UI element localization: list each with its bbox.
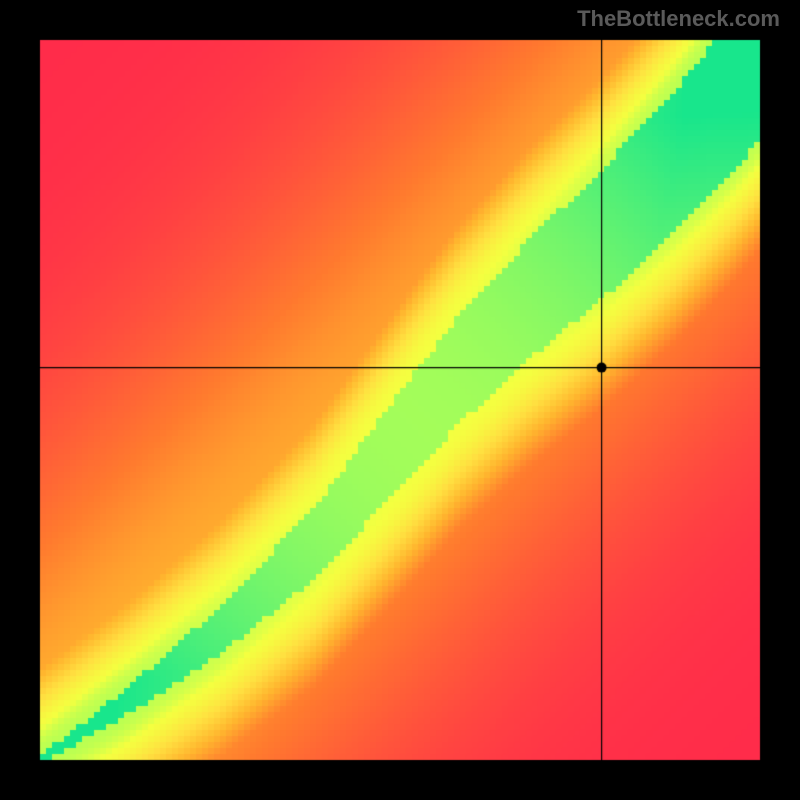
watermark-text: TheBottleneck.com bbox=[577, 6, 780, 32]
heatmap-canvas bbox=[0, 0, 800, 800]
bottleneck-heatmap: TheBottleneck.com bbox=[0, 0, 800, 800]
